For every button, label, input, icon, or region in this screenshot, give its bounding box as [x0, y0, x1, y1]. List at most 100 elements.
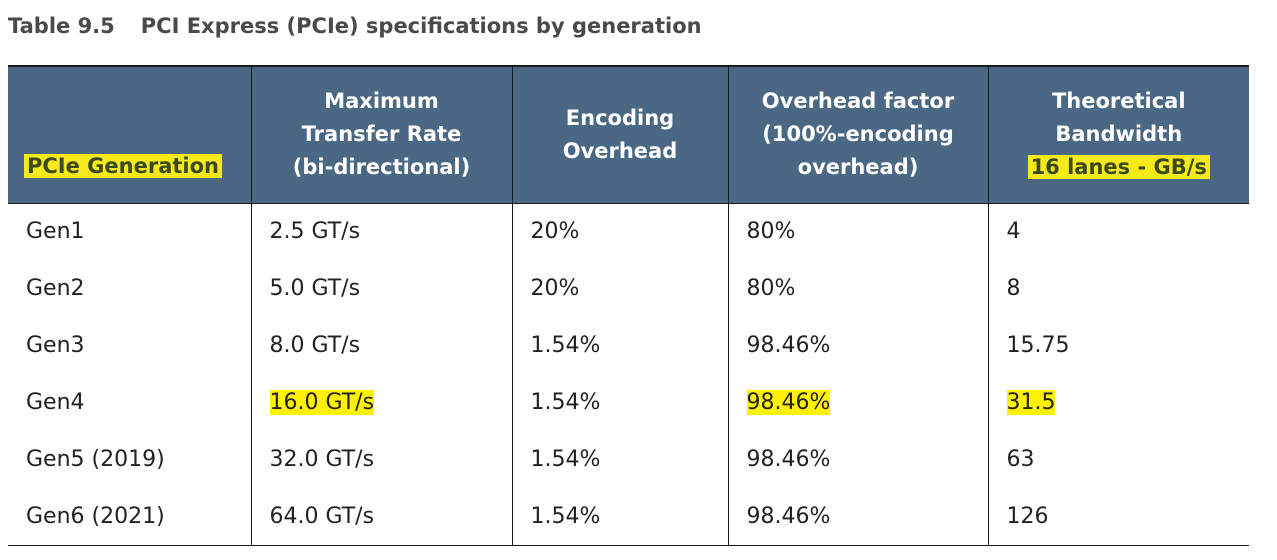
table-caption: Table 9.5 PCI Express (PCIe) specificatio… — [8, 14, 702, 38]
cell-value: 16.0 GT/s — [269, 390, 375, 415]
cell-value: 15.75 — [1006, 333, 1070, 358]
header-line: (bi-directional) — [292, 155, 471, 180]
cell-encoding-overhead: 20% — [511, 203, 728, 260]
cell-generation: Gen6 (2021) — [8, 488, 251, 546]
cell-transfer-rate: 32.0 GT/s — [250, 431, 512, 488]
table-row: Gen4 16.0 GT/s 1.54% 98.46% 31.5 — [8, 374, 1249, 431]
cell-value: 20% — [530, 219, 580, 245]
header-line: Encoding — [565, 105, 675, 130]
table-row: Gen1 2.5 GT/s 20% 80% 4 — [8, 203, 1249, 260]
cell-value: 98.46% — [746, 390, 831, 415]
table-title: PCI Express (PCIe) specifications by gen… — [140, 14, 702, 38]
cell-value: 20% — [530, 276, 580, 301]
cell-encoding-overhead: 1.54% — [511, 317, 728, 374]
cell-value: 1.54% — [530, 390, 601, 415]
cell-value: 2.5 GT/s — [269, 219, 361, 245]
cell-value: 98.46% — [746, 333, 831, 358]
cell-value: 64.0 GT/s — [269, 503, 375, 529]
cell-bandwidth: 126 — [987, 488, 1249, 546]
cell-value: Gen4 — [26, 390, 85, 415]
cell-transfer-rate: 8.0 GT/s — [250, 317, 512, 374]
table-row: Gen5 (2019) 32.0 GT/s 1.54% 98.46% 63 — [8, 431, 1249, 488]
cell-value: 32.0 GT/s — [269, 447, 375, 472]
cell-value: Gen2 — [26, 276, 85, 301]
cell-value: 1.54% — [530, 333, 601, 358]
cell-overhead-factor: 98.46% — [727, 431, 988, 488]
cell-overhead-factor: 80% — [727, 260, 988, 317]
cell-value: 80% — [746, 276, 796, 301]
header-theoretical-bandwidth: Theoretical Bandwidth 16 lanes - GB/s — [987, 65, 1249, 204]
cell-overhead-factor: 98.46% — [727, 317, 988, 374]
cell-value: 4 — [1006, 219, 1021, 245]
header-line: Transfer Rate — [301, 122, 462, 147]
cell-value: Gen5 (2019) — [26, 447, 165, 472]
cell-value: 63 — [1006, 447, 1035, 472]
header-line-wrap: Overhead factor — [735, 85, 982, 118]
header-line-wrap: PCIe Generation — [24, 150, 245, 183]
header-line: Theoretical — [1051, 89, 1186, 114]
cell-generation: Gen3 — [8, 317, 251, 374]
table-row: Gen2 5.0 GT/s 20% 80% 8 — [8, 260, 1249, 317]
cell-value: 80% — [746, 219, 796, 245]
cell-value: 98.46% — [746, 447, 831, 472]
cell-generation: Gen2 — [8, 260, 251, 317]
table-header: PCIe Generation Maximum Transfer Rate (bi-d… — [8, 65, 1249, 204]
cell-generation: Gen4 — [8, 374, 251, 431]
cell-transfer-rate: 5.0 GT/s — [250, 260, 512, 317]
header-pcie-generation: PCIe Generation — [8, 65, 251, 204]
cell-overhead-factor: 98.46% — [727, 488, 988, 546]
header-overhead-factor: Overhead factor (100%-encoding overhead) — [727, 65, 988, 204]
cell-bandwidth: 63 — [987, 431, 1249, 488]
cell-value: 1.54% — [530, 503, 601, 529]
header-max-transfer-rate: Maximum Transfer Rate (bi-directional) — [250, 65, 512, 204]
header-line-wrap: (100%-encoding — [735, 118, 982, 151]
header-line: (100%-encoding — [762, 122, 954, 147]
header-line-wrap: Theoretical — [995, 85, 1244, 118]
cell-generation: Gen1 — [8, 203, 251, 260]
header-line: Maximum — [324, 89, 439, 114]
cell-encoding-overhead: 20% — [511, 260, 728, 317]
pcie-spec-table: PCIe Generation Maximum Transfer Rate (bi-d… — [8, 65, 1249, 546]
header-line: overhead) — [797, 155, 919, 180]
table-number: Table 9.5 — [8, 14, 115, 38]
header-line-wrap: (bi-directional) — [258, 151, 506, 184]
table-body: Gen1 2.5 GT/s 20% 80% 4 Gen2 5.0 GT/s 20% 80% 8 Ge… — [8, 203, 1249, 546]
cell-value: 98.46% — [746, 503, 831, 529]
cell-bandwidth: 8 — [987, 260, 1249, 317]
header-line-wrap: Maximum — [258, 85, 506, 118]
header-line: PCIe Generation — [24, 153, 222, 178]
cell-value: 8 — [1006, 276, 1021, 301]
cell-encoding-overhead: 1.54% — [511, 374, 728, 431]
cell-value: Gen1 — [26, 219, 85, 245]
cell-bandwidth: 31.5 — [987, 374, 1249, 431]
cell-value: Gen6 (2021) — [26, 503, 165, 529]
header-line-wrap: Bandwidth — [995, 118, 1244, 151]
cell-value: 5.0 GT/s — [269, 276, 361, 301]
cell-transfer-rate: 2.5 GT/s — [250, 203, 512, 260]
header-line-wrap: overhead) — [735, 151, 982, 184]
header-line-wrap: Transfer Rate — [258, 118, 506, 151]
header-line: Overhead — [562, 138, 678, 163]
cell-value: 31.5 — [1006, 390, 1056, 415]
table-row: Gen6 (2021) 64.0 GT/s 1.54% 98.46% 126 — [8, 488, 1249, 546]
header-line: 16 lanes - GB/s — [1027, 155, 1210, 180]
header-line-wrap: Overhead — [519, 135, 722, 168]
cell-value: 8.0 GT/s — [269, 333, 361, 358]
cell-generation: Gen5 (2019) — [8, 431, 251, 488]
header-line-wrap: Encoding — [519, 102, 722, 135]
cell-bandwidth: 15.75 — [987, 317, 1249, 374]
cell-overhead-factor: 98.46% — [727, 374, 988, 431]
header-encoding-overhead: Encoding Overhead — [511, 65, 728, 204]
cell-bandwidth: 4 — [987, 203, 1249, 260]
cell-encoding-overhead: 1.54% — [511, 431, 728, 488]
cell-value: 126 — [1006, 503, 1049, 529]
header-line-wrap: 16 lanes - GB/s — [995, 151, 1244, 184]
cell-transfer-rate: 64.0 GT/s — [250, 488, 512, 546]
cell-value: Gen3 — [26, 333, 85, 358]
cell-encoding-overhead: 1.54% — [511, 488, 728, 546]
header-line: Bandwidth — [1055, 122, 1183, 147]
cell-value: 1.54% — [530, 447, 601, 472]
header-row: PCIe Generation Maximum Transfer Rate (bi-d… — [8, 65, 1249, 204]
cell-overhead-factor: 80% — [727, 203, 988, 260]
table-row: Gen3 8.0 GT/s 1.54% 98.46% 15.75 — [8, 317, 1249, 374]
